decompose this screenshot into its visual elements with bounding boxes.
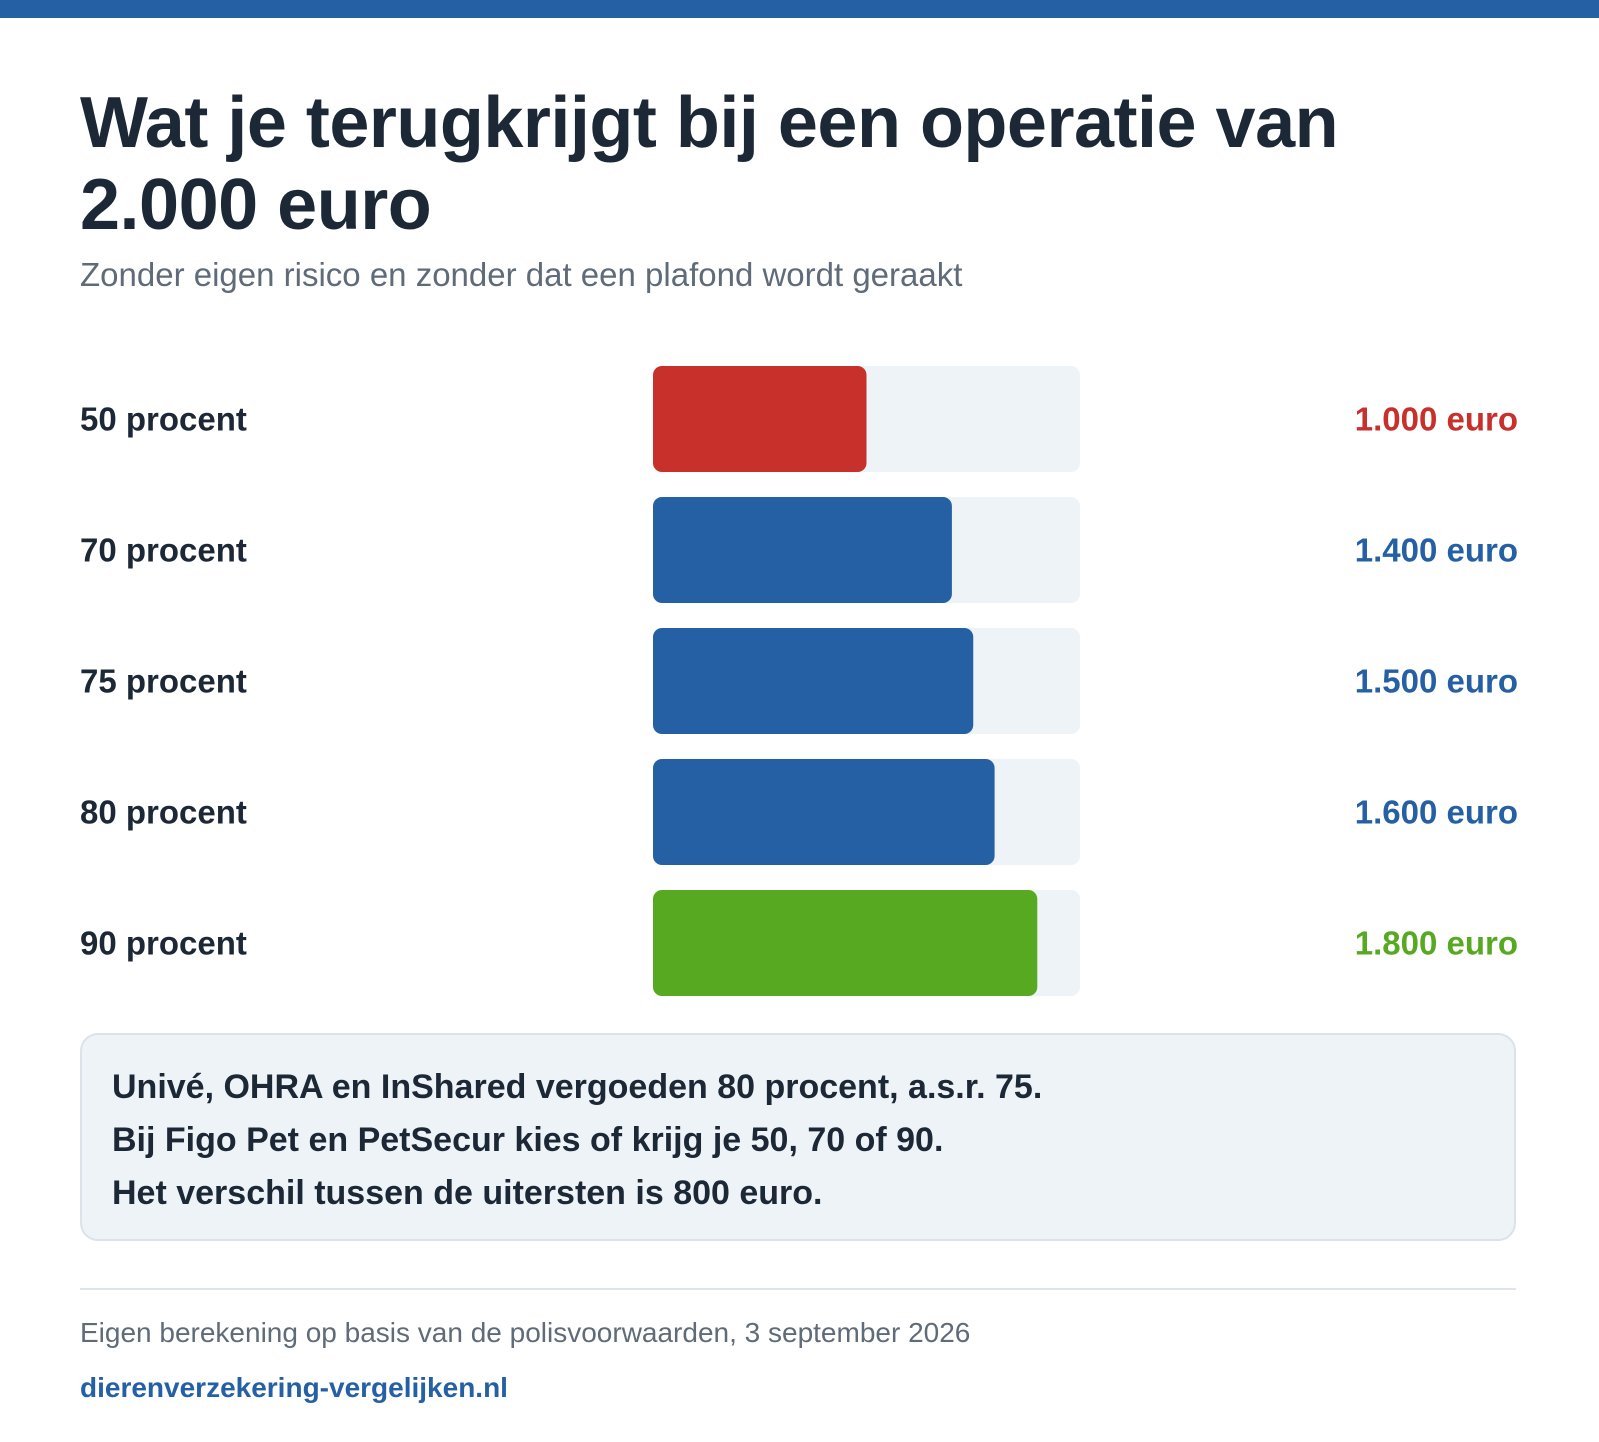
bar <box>653 366 867 472</box>
chart-title: Wat je terugkrijgt bij een operatie van … <box>80 83 1339 245</box>
value-label: 1.000 euro <box>1355 401 1518 438</box>
value-label: 1.400 euro <box>1355 532 1518 569</box>
value-label: 1.800 euro <box>1355 925 1518 962</box>
site-link[interactable]: dierenverzekering-vergelijken.nl <box>80 1372 508 1403</box>
value-label: 1.500 euro <box>1355 663 1518 700</box>
category-label: 90 procent <box>80 925 247 962</box>
insurer-note-box: Univé, OHRA en InShared vergoeden 80 pro… <box>80 1033 1516 1241</box>
footer-divider <box>80 1288 1516 1290</box>
category-label: 75 procent <box>80 663 247 700</box>
category-label: 70 procent <box>80 532 247 569</box>
source-note: Eigen berekening op basis van de polisvo… <box>80 1317 971 1348</box>
bar <box>653 890 1038 996</box>
value-label: 1.600 euro <box>1355 794 1518 831</box>
bar <box>653 628 974 734</box>
category-label: 80 procent <box>80 794 247 831</box>
note-line-2: Bij Figo Pet en PetSecur kies of krijg j… <box>112 1121 944 1159</box>
category-label: 50 procent <box>80 401 247 438</box>
top-accent-bar <box>0 0 1599 18</box>
note-line-3: Het verschil tussen de uitersten is 800 … <box>112 1174 823 1212</box>
chart-subtitle: Zonder eigen risico en zonder dat een pl… <box>80 256 963 293</box>
bar <box>653 497 952 603</box>
note-line-1: Univé, OHRA en InShared vergoeden 80 pro… <box>112 1068 1043 1106</box>
bar <box>653 759 995 865</box>
